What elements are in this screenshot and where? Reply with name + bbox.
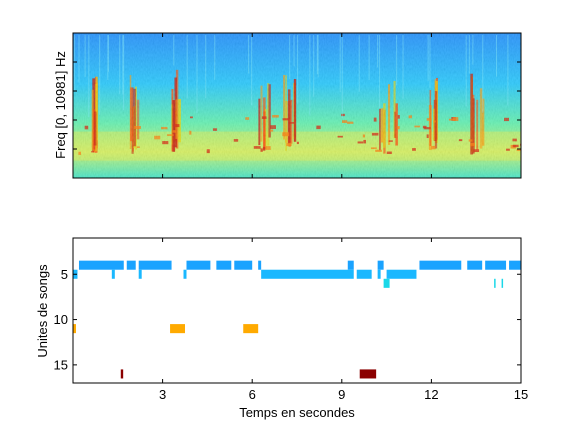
song-unit-segment xyxy=(377,269,381,279)
song-unit-segment xyxy=(467,260,483,270)
spectrogram-axes: Freq [0, 10981] Hz xyxy=(53,32,522,179)
spectrogram-ticks xyxy=(73,33,521,178)
song-unit-segment xyxy=(186,260,211,270)
song-unit-segment xyxy=(111,269,115,279)
song-unit-segment xyxy=(78,260,124,270)
song-unit-segment xyxy=(120,369,124,379)
song-unit-segment xyxy=(386,269,417,279)
x-tick-label: 3 xyxy=(159,387,166,402)
song-unit-segment xyxy=(377,260,384,270)
song-unit-segment xyxy=(261,269,354,279)
song-unit-segment xyxy=(501,278,504,288)
song-unit-segment xyxy=(170,324,185,334)
x-tick-label: 12 xyxy=(424,387,438,402)
song-units-ticks: 3 6 9 12 15 5 10 15 xyxy=(54,238,528,402)
song-unit-segment xyxy=(73,324,76,334)
song-unit-segment xyxy=(138,260,172,270)
song-unit-segment xyxy=(509,260,521,270)
song-unit-segment xyxy=(359,369,377,379)
spectrogram-noise xyxy=(73,33,521,178)
song-unit-segment xyxy=(243,324,259,334)
song-unit-segment xyxy=(494,278,496,288)
song-units-marks xyxy=(73,260,521,379)
song-units-x-axis-label: Temps en secondes xyxy=(239,405,355,420)
y-tick-label: 10 xyxy=(54,312,68,327)
spectrogram-y-axis-label: Freq [0, 10981] Hz xyxy=(53,51,68,159)
x-tick-label: 15 xyxy=(514,387,528,402)
song-unit-segment xyxy=(485,260,507,270)
song-unit-segment xyxy=(347,260,354,270)
y-tick-label: 15 xyxy=(54,357,68,372)
song-unit-segment xyxy=(234,260,253,270)
song-units-background xyxy=(73,238,521,383)
y-tick-label: 5 xyxy=(61,267,68,282)
x-tick-label: 9 xyxy=(338,387,345,402)
song-unit-segment xyxy=(126,260,136,270)
song-unit-segment xyxy=(258,260,262,270)
song-unit-segment xyxy=(216,260,232,270)
song-units-frame xyxy=(72,237,522,384)
song-unit-segment xyxy=(383,278,390,288)
song-units-axes: 3 6 9 12 15 5 10 15 Temps en secondes Unites de… xyxy=(35,237,528,420)
song-unit-segment xyxy=(183,269,187,279)
song-unit-segment xyxy=(138,269,142,279)
spectrogram-frame xyxy=(72,32,522,179)
song-unit-segment xyxy=(356,269,372,279)
song-units-y-axis-label: Unites de songs xyxy=(35,264,50,358)
song-unit-segment xyxy=(419,260,462,270)
x-tick-label: 6 xyxy=(249,387,256,402)
